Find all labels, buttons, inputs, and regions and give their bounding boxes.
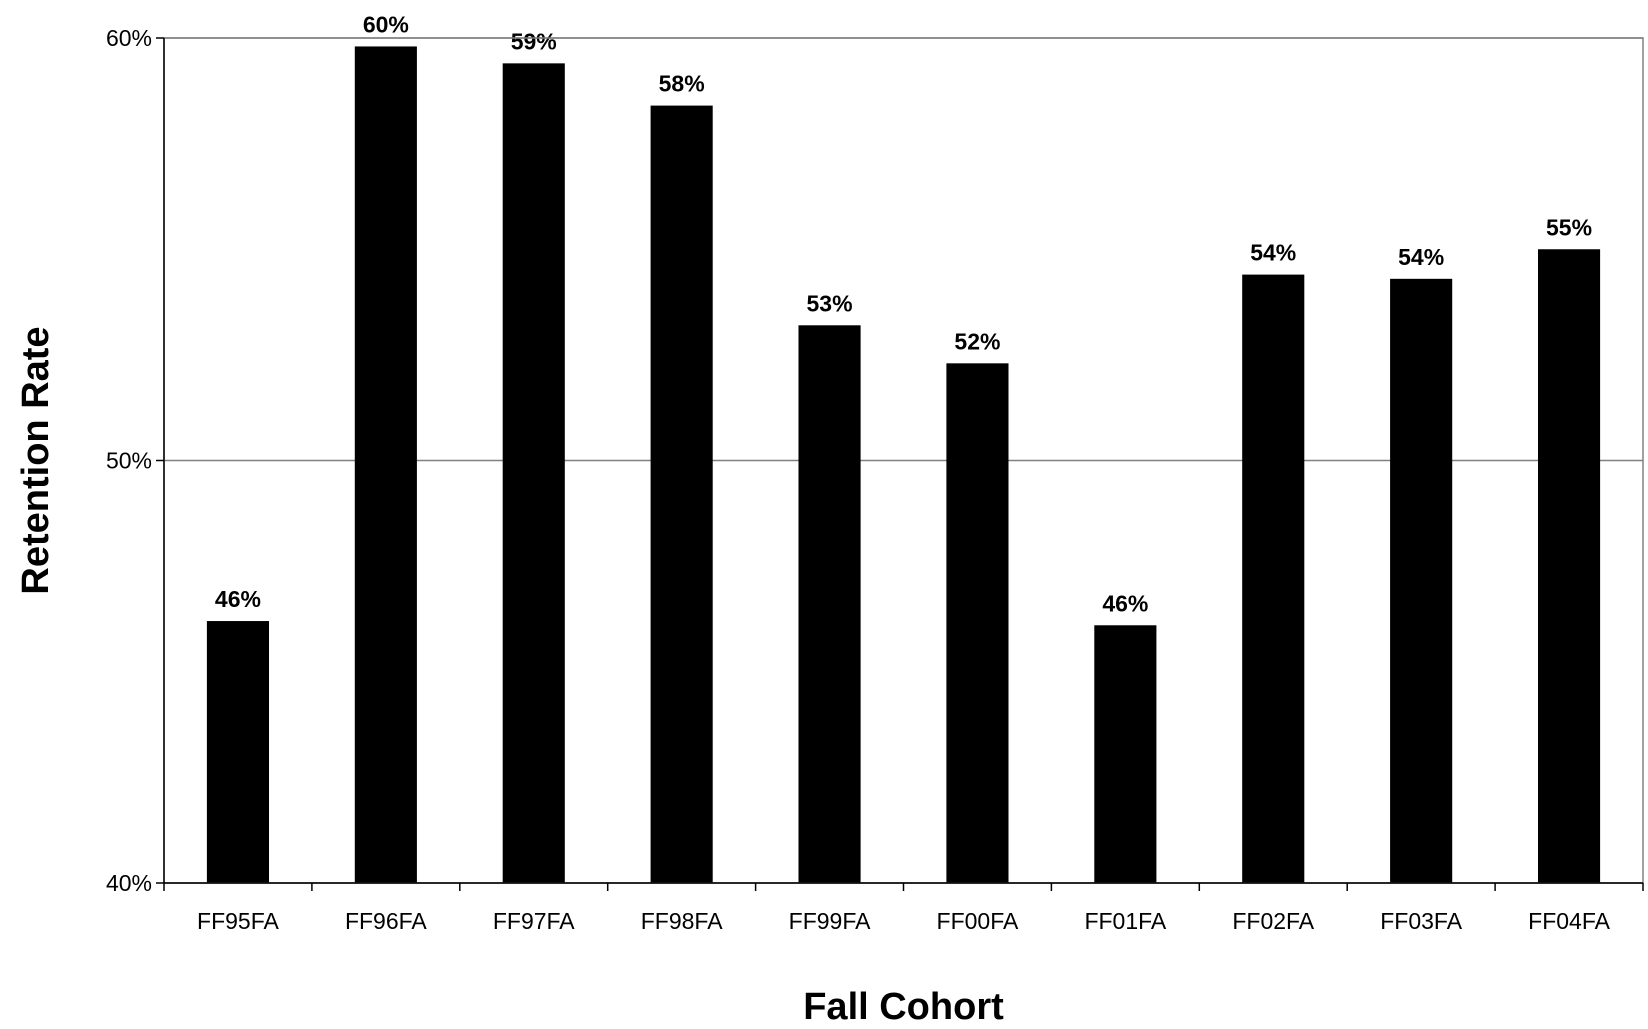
bar-value-label: 59% xyxy=(511,28,557,54)
bar xyxy=(650,105,713,884)
bar xyxy=(798,325,861,883)
x-tick-label: FF03FA xyxy=(1380,908,1462,934)
y-tick-label: 40% xyxy=(106,870,152,896)
bar-value-label: 46% xyxy=(215,586,261,612)
x-tick-label: FF99FA xyxy=(789,908,871,934)
x-axis-title: Fall Cohort xyxy=(803,986,1004,1028)
bars xyxy=(206,46,1601,884)
y-axis-title: Retention Rate xyxy=(15,326,57,594)
x-tick-label: FF00FA xyxy=(937,908,1019,934)
bar xyxy=(1537,249,1601,883)
bar xyxy=(206,621,270,883)
bar xyxy=(1242,274,1305,884)
x-tick-label: FF97FA xyxy=(493,908,575,934)
bar xyxy=(1094,625,1157,883)
x-axis: FF95FA FF96FA FF97FA FF98FA FF99FA FF00FA FF01… xyxy=(163,882,1644,934)
x-tick-label: FF98FA xyxy=(641,908,723,934)
y-tick-label: 50% xyxy=(106,448,152,474)
bar-value-label: 54% xyxy=(1250,240,1296,266)
y-axis: 40% 50% 60% xyxy=(106,25,165,896)
bar-value-label: 55% xyxy=(1546,214,1592,240)
bar-value-label: 54% xyxy=(1398,244,1444,270)
data-labels: 46% 60% 59% 58% 53% 52% 46% 54% 54% 55% xyxy=(215,11,1592,616)
bar-value-label: 60% xyxy=(363,11,409,37)
bar xyxy=(502,63,565,884)
bar-value-label: 52% xyxy=(954,328,1000,354)
y-tick-label: 60% xyxy=(106,25,152,51)
x-tick-label: FF96FA xyxy=(345,908,427,934)
bar-value-label: 46% xyxy=(1102,590,1148,616)
x-tick-label: FF95FA xyxy=(197,908,279,934)
x-tick-label: FF02FA xyxy=(1232,908,1314,934)
x-tick-label: FF01FA xyxy=(1084,908,1166,934)
bar-value-label: 58% xyxy=(659,71,705,97)
bar xyxy=(1390,278,1453,883)
bar-value-label: 53% xyxy=(807,290,853,316)
bar xyxy=(354,46,417,883)
bar xyxy=(946,363,1009,883)
x-tick-label: FF04FA xyxy=(1528,908,1610,934)
